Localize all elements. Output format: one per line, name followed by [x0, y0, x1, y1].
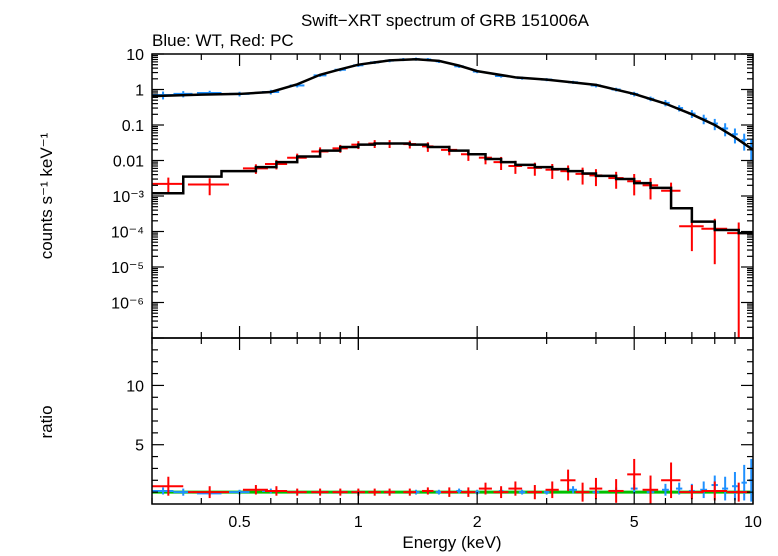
spectrum-panel-frame [151, 53, 754, 339]
y-tick-label: 10⁻³ [112, 189, 144, 206]
model-line [152, 58, 753, 151]
x-tick-label: 10 [744, 514, 762, 531]
x-tick-label: 2 [473, 514, 482, 531]
chart-subtitle: Blue: WT, Red: PC [152, 31, 294, 50]
ratio-panel: 5 10 0.5 1 2 5 10 [126, 337, 762, 531]
y-tick-label: 10⁻⁴ [111, 225, 144, 242]
y-tick-label: 10⁻⁵ [111, 260, 144, 277]
y-tick-label: 0.1 [122, 118, 144, 135]
ratio-panel-frame [151, 337, 754, 505]
y-tick-label: 1 [135, 83, 144, 100]
ratio-y-axis: 5 10 [126, 349, 753, 493]
y-tick-label: 10 [126, 47, 144, 64]
x-tick-label: 0.5 [228, 514, 250, 531]
x-axis-label: Energy (keV) [402, 533, 501, 552]
y-tick-label: 10⁻⁶ [111, 296, 144, 313]
y-tick-label: 10 [126, 378, 144, 395]
spectrum-panel: 10 1 0.1 0.01 10⁻³ 10⁻⁴ 10⁻⁵ 10⁻⁶ [111, 47, 754, 339]
y-tick-label: 0.01 [113, 154, 144, 171]
spectrum-y-axis: 10 1 0.1 0.01 10⁻³ 10⁻⁴ 10⁻⁵ 10⁻⁶ [111, 47, 753, 339]
ratio-x-axis: 0.5 1 2 5 10 [151, 338, 762, 531]
ratio-y-axis-label: ratio [37, 405, 56, 438]
x-tick-label: 5 [630, 514, 639, 531]
spectrum-y-axis-label: counts s⁻¹ keV⁻¹ [37, 132, 56, 259]
spectrum-x-ticks [151, 54, 754, 338]
chart-title: Swift−XRT spectrum of GRB 151006A [301, 11, 590, 30]
spectrum-plot-area [152, 57, 753, 338]
ratio-plot-area [152, 458, 753, 504]
y-tick-label: 5 [135, 438, 144, 455]
model-line [152, 142, 753, 235]
x-tick-label: 1 [354, 514, 363, 531]
